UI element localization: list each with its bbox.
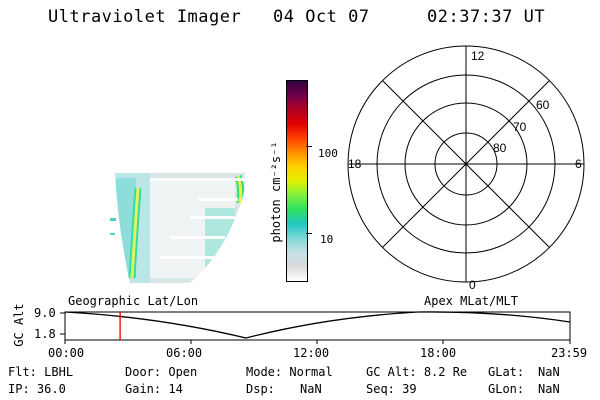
footer-gain: Gain: 14 bbox=[125, 382, 183, 396]
mlt-label-18: 18 bbox=[348, 157, 362, 171]
altitude-ylabel: GC Alt bbox=[12, 303, 26, 347]
colorbar-tick-mark bbox=[306, 233, 312, 234]
date-label: 04 Oct 07 bbox=[273, 7, 370, 27]
altitude-xtick: 00:00 bbox=[48, 346, 85, 360]
colorbar-tick-10: 10 bbox=[320, 233, 334, 246]
colorbar bbox=[286, 80, 308, 282]
altitude-ytick-low: 1.8 bbox=[34, 327, 56, 341]
auroral-image bbox=[110, 173, 245, 283]
colorbar-unit-label: photon cm⁻²s⁻¹ bbox=[269, 141, 283, 243]
altitude-xtick: 18:00 bbox=[420, 346, 457, 360]
altitude-plot bbox=[60, 311, 571, 344]
mlt-label-12: 12 bbox=[471, 49, 485, 63]
footer-dsp: Dsp: NaN bbox=[246, 382, 322, 396]
footer-glat: GLat: NaN bbox=[488, 365, 560, 379]
footer-glon: GLon: NaN bbox=[488, 382, 560, 396]
altitude-xtick: 06:00 bbox=[166, 346, 203, 360]
time-label: 02:37:37 UT bbox=[427, 7, 546, 27]
instrument-title: Ultraviolet Imager bbox=[48, 7, 242, 27]
footer-ip: IP: 36.0 bbox=[8, 382, 66, 396]
footer-door: Door: Open bbox=[125, 365, 198, 379]
altitude-xtick: 23:59 bbox=[551, 346, 588, 360]
altitude-xtick: 12:00 bbox=[293, 346, 330, 360]
altitude-right-title: Apex MLat/MLT bbox=[424, 294, 518, 308]
colorbar-tick-mark bbox=[306, 146, 312, 147]
lat-label-80: 80 bbox=[493, 141, 507, 155]
mlt-label-0: 0 bbox=[469, 278, 476, 292]
footer-filter: Flt: LBHL bbox=[8, 365, 74, 379]
footer-gc-alt: GC Alt: 8.2 Re bbox=[366, 365, 468, 379]
altitude-left-title: Geographic Lat/Lon bbox=[68, 294, 199, 308]
footer-mode: Mode: Normal bbox=[246, 365, 333, 379]
altitude-ytick-high: 9.0 bbox=[34, 306, 56, 320]
mlt-label-6: 6 bbox=[575, 157, 582, 171]
lat-label-60: 60 bbox=[536, 98, 550, 112]
footer-seq: Seq: 39 bbox=[366, 382, 417, 396]
polar-grid: 12 18 6 0 60 70 80 bbox=[347, 45, 585, 292]
lat-label-70: 70 bbox=[513, 120, 527, 134]
altitude-curve bbox=[64, 311, 571, 339]
colorbar-tick-100: 100 bbox=[318, 147, 338, 160]
